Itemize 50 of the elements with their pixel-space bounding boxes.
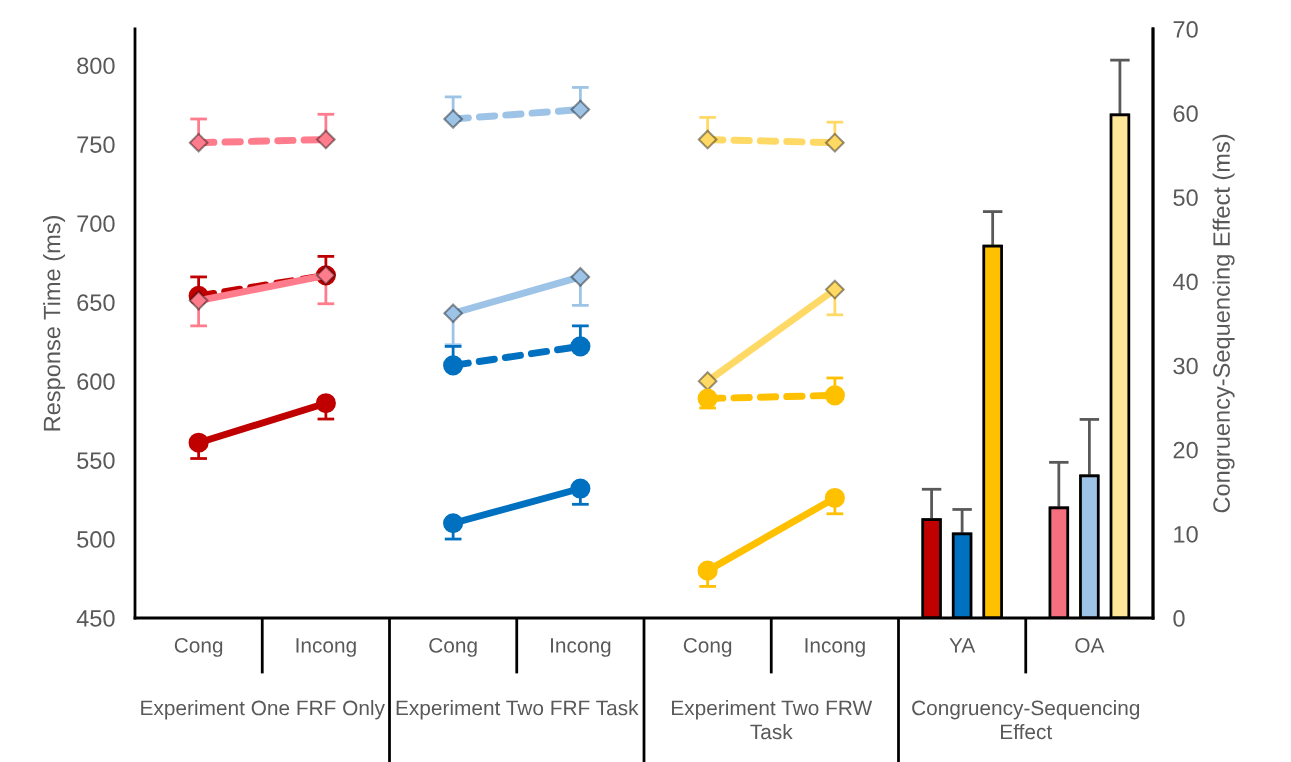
y-tick-label: 600	[77, 373, 115, 390]
y-tick-label: 450	[76, 610, 115, 627]
point	[570, 267, 591, 287]
point	[188, 132, 209, 153]
y2-tick-label: 30	[1173, 357, 1198, 375]
point	[188, 432, 209, 453]
y-tick-label: 650	[77, 294, 115, 311]
point	[697, 560, 718, 581]
x-tick-label: Incong	[296, 638, 356, 657]
point	[316, 129, 336, 150]
y-tick-label: 700	[77, 215, 115, 233]
point	[697, 129, 718, 150]
y-axis-title: Response Time (ms)	[43, 216, 66, 431]
point	[825, 132, 845, 153]
y2-tick-label: 60	[1173, 105, 1198, 122]
point	[443, 513, 464, 534]
point	[443, 109, 463, 129]
y2-axis-title: Congruency-Sequencing Effect (ms)	[1212, 134, 1235, 513]
y2-tick-label: 10	[1174, 525, 1198, 543]
x-tick-label: Incong	[551, 638, 611, 657]
text: Experiment Two FRW Task	[672, 700, 873, 740]
point	[570, 478, 591, 499]
text: Experiment One FRF Only	[141, 700, 385, 720]
point	[443, 303, 463, 324]
y-tick-label: 800	[77, 57, 115, 75]
text: Experiment Two FRF Task	[396, 700, 639, 720]
point	[825, 279, 845, 300]
point	[697, 371, 718, 392]
point	[824, 487, 845, 509]
point	[443, 355, 464, 376]
y2-tick-label: 50	[1173, 189, 1198, 207]
x-tick-label: Cong	[683, 637, 732, 657]
y2-tick-label: 20	[1173, 441, 1198, 459]
point	[824, 385, 845, 406]
point	[315, 393, 336, 414]
y2-tick-label: 0	[1173, 610, 1185, 627]
y-tick-label: 550	[77, 452, 115, 469]
x-tick-label: YA	[949, 638, 976, 653]
text: Congruency-Sequencing Effect	[912, 700, 1140, 740]
point	[570, 336, 591, 357]
x-tick-label: Incong	[805, 638, 865, 657]
x-tick-label: Cong	[174, 637, 223, 657]
y-tick-label: 750	[77, 136, 115, 154]
x-tick-label: OA	[1075, 637, 1105, 653]
x-tick-label: Cong	[429, 637, 477, 657]
point	[570, 99, 591, 120]
y-tick-label: 500	[77, 531, 115, 548]
y2-tick-label: 70	[1173, 21, 1198, 38]
y2-tick-label: 40	[1172, 273, 1198, 291]
point	[697, 388, 718, 409]
